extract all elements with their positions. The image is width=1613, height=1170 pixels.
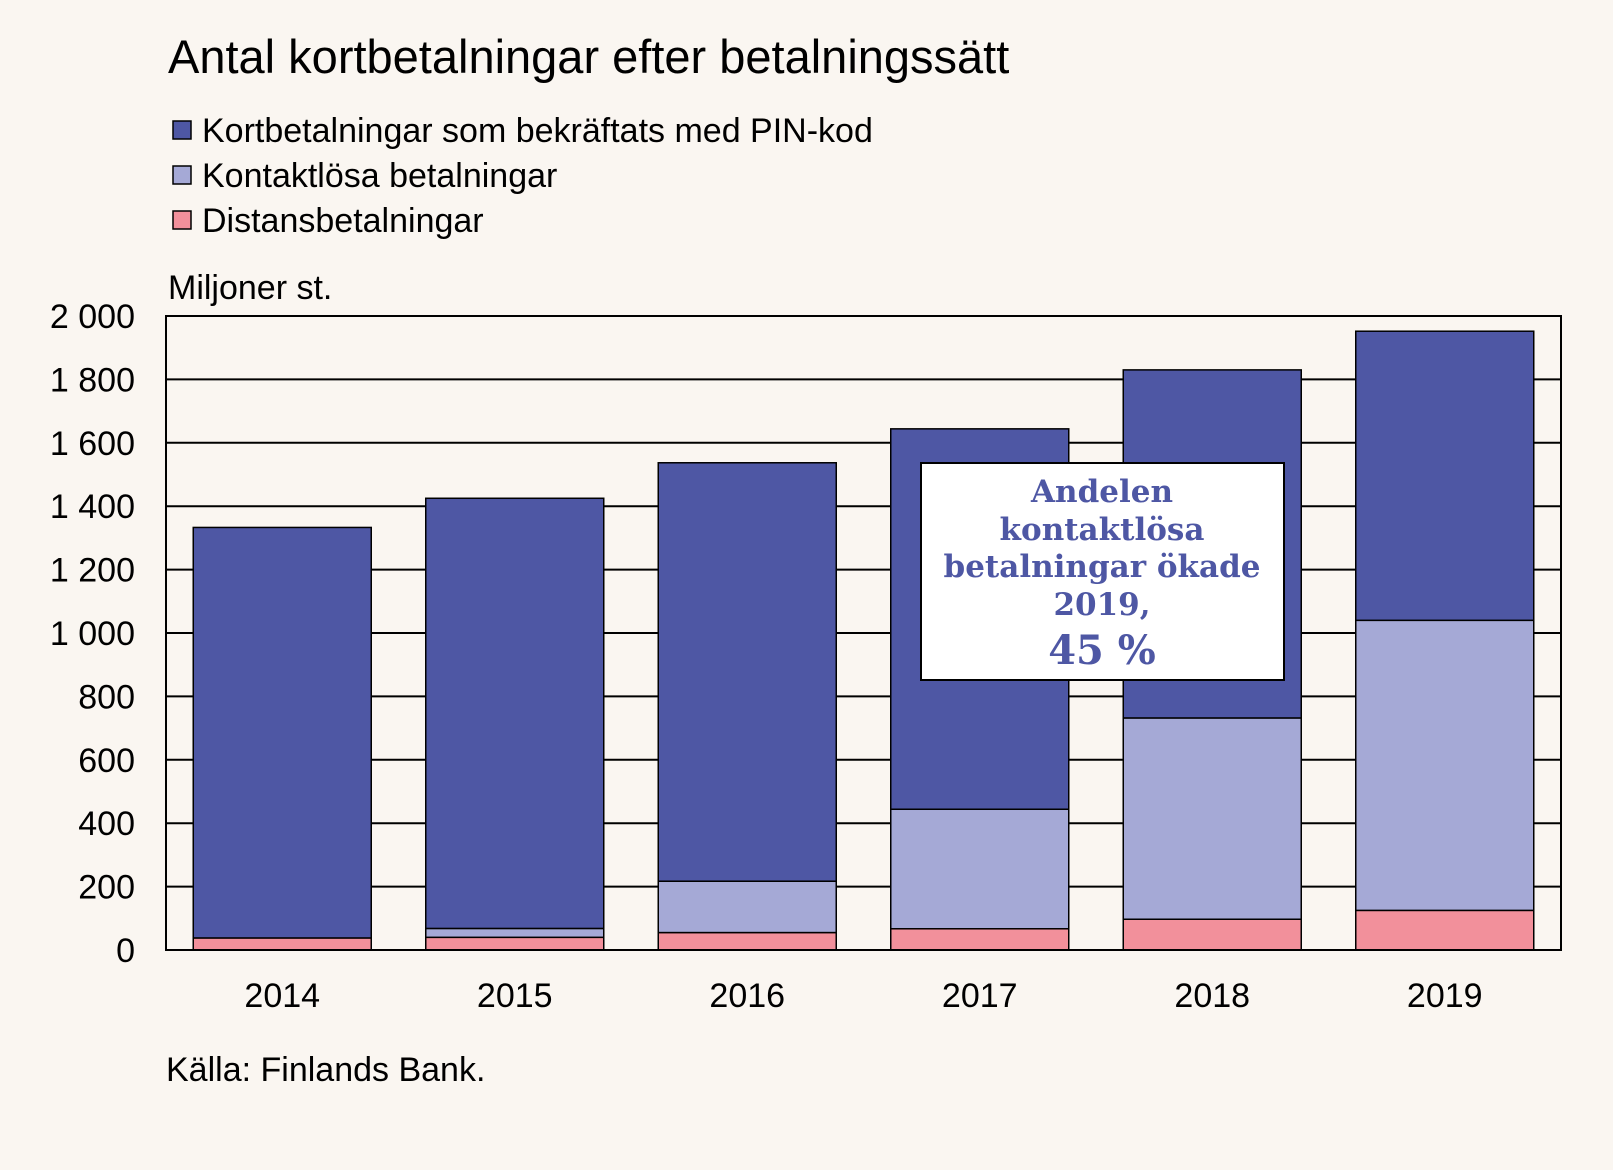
bar-segment xyxy=(657,462,837,882)
legend-label: Kortbetalningar som bekräftats med PIN-k… xyxy=(202,112,873,150)
y-tick-label: 600 xyxy=(78,742,135,780)
gridlines xyxy=(166,378,1561,888)
bar-segment xyxy=(657,880,837,934)
plot-frame xyxy=(165,315,1562,951)
legend-label: Distansbetalningar xyxy=(202,202,484,240)
x-tick-label: 2019 xyxy=(1407,977,1483,1015)
y-tick-label: 1 000 xyxy=(50,615,135,653)
legend-swatch xyxy=(172,210,192,230)
annotation-line: betalningar ökade xyxy=(944,549,1261,585)
y-tick-label: 2 000 xyxy=(50,298,135,336)
legend-item: Distansbetalningar xyxy=(172,202,484,240)
y-tick-label: 800 xyxy=(78,678,135,716)
bar-segment xyxy=(425,927,605,939)
bar-segment xyxy=(1122,918,1302,951)
y-axis-unit-label: Miljoner st. xyxy=(168,269,332,307)
x-tick-label: 2017 xyxy=(942,977,1018,1015)
x-tick-label: 2014 xyxy=(244,977,320,1015)
bar-segment xyxy=(1355,619,1535,912)
y-tick-label: 200 xyxy=(78,869,135,907)
x-axis-ticks: 2014 2015 2016 2017 2018 2019 xyxy=(244,977,1482,1015)
x-tick-label: 2015 xyxy=(477,977,553,1015)
bar-segment xyxy=(425,497,605,930)
y-tick-label: 1 800 xyxy=(50,361,135,399)
y-tick-label: 1 600 xyxy=(50,425,135,463)
y-tick-label: 1 400 xyxy=(50,488,135,526)
bar-segment xyxy=(890,808,1070,930)
x-tick-label: 2018 xyxy=(1174,977,1250,1015)
legend-item: Kortbetalningar som bekräftats med PIN-k… xyxy=(172,112,873,150)
bar-segment xyxy=(1355,909,1535,951)
annotation-highlight: 45 % xyxy=(1048,627,1156,674)
chart-legend: Kortbetalningar som bekräftats med PIN-k… xyxy=(172,112,873,240)
y-tick-label: 0 xyxy=(116,932,135,970)
chart-title: Antal kortbetalningar efter betalningssä… xyxy=(168,30,1009,83)
source-note: Källa: Finlands Bank. xyxy=(166,1051,485,1089)
legend-item: Kontaktlösa betalningar xyxy=(172,157,557,195)
bar-segment xyxy=(425,936,605,951)
bar-segment xyxy=(890,928,1070,951)
legend-swatch xyxy=(172,120,192,140)
annotation-line: 2019, xyxy=(1053,587,1150,623)
bar-segment xyxy=(1355,330,1535,622)
annotation-line: kontaktlösa xyxy=(1000,512,1205,548)
bar-segment xyxy=(1122,717,1302,921)
annotation-callout: Andelen kontaktlösa betalningar ökade 20… xyxy=(920,462,1285,681)
bar-stacks xyxy=(192,330,1535,951)
annotation-line: Andelen xyxy=(1030,474,1173,510)
y-axis-ticks: 0 200 400 600 800 1 000 1 200 1 400 1 600 1 800 2 … xyxy=(50,298,135,970)
y-tick-label: 1 200 xyxy=(50,552,135,590)
x-tick-label: 2016 xyxy=(709,977,785,1015)
bar-segment xyxy=(657,931,837,951)
annotation-box xyxy=(920,462,1285,681)
bar-segment xyxy=(192,526,372,939)
bar-segment xyxy=(192,937,372,951)
y-tick-label: 400 xyxy=(78,805,135,843)
legend-label: Kontaktlösa betalningar xyxy=(202,157,557,195)
legend-swatch xyxy=(172,165,192,185)
